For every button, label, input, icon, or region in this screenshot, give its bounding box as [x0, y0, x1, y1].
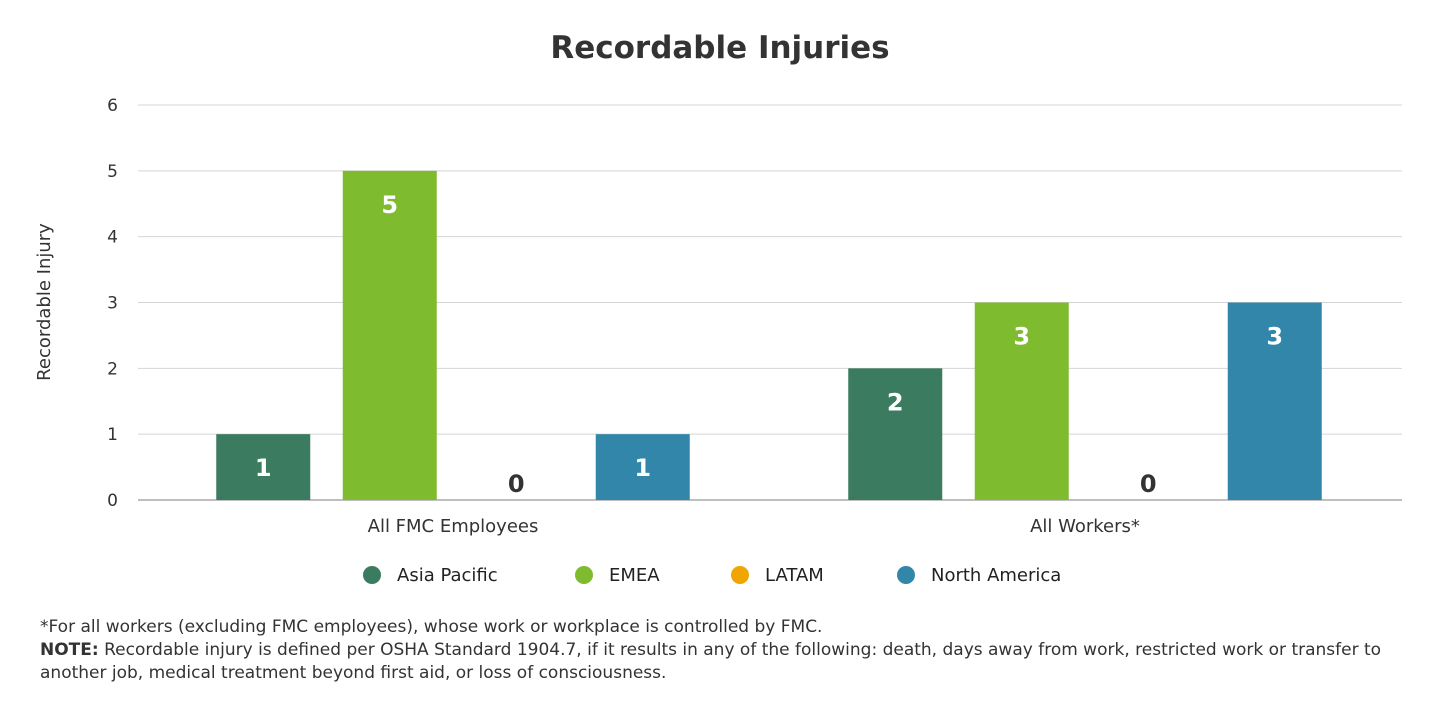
- bar-chart: Recordable Injuries 0 1 2 3 4 5 6 Recordable Inj…: [34, 30, 1402, 586]
- x-category-label: All Workers*: [1030, 516, 1140, 537]
- asterisk-note: *For all workers (excluding FMC employee…: [40, 617, 823, 637]
- legend-label: Asia Pacific: [397, 565, 498, 586]
- legend-label: North America: [931, 565, 1061, 586]
- legend-label: LATAM: [765, 565, 824, 586]
- bar: [974, 302, 1069, 500]
- chart-title: Recordable Injuries: [550, 30, 889, 66]
- bar: [848, 368, 943, 500]
- legend-marker: [731, 566, 749, 584]
- x-category-label: All FMC Employees: [368, 516, 539, 537]
- y-tick-label: 1: [107, 425, 118, 445]
- definition-note: NOTE: Recordable injury is defined per O…: [40, 639, 1410, 685]
- legend-marker: [897, 566, 915, 584]
- y-tick-label: 4: [107, 228, 118, 248]
- bar: [1227, 302, 1322, 500]
- y-tick-label: 5: [107, 162, 118, 182]
- bar: [216, 434, 311, 500]
- data-label: 0: [508, 470, 525, 498]
- y-tick-label: 0: [107, 491, 118, 511]
- data-label: 0: [1140, 470, 1157, 498]
- bar: [342, 170, 437, 501]
- data-label: 2: [887, 388, 904, 416]
- bar: [595, 434, 690, 500]
- note-label: NOTE:: [40, 640, 99, 660]
- legend-marker: [575, 566, 593, 584]
- y-tick-label: 6: [107, 96, 118, 116]
- y-tick-label: 3: [107, 294, 118, 314]
- legend-marker: [363, 566, 381, 584]
- legend-label: EMEA: [609, 565, 660, 586]
- data-label: 5: [381, 191, 398, 219]
- data-label: 3: [1013, 323, 1030, 351]
- note-text: Recordable injury is defined per OSHA St…: [40, 640, 1382, 683]
- y-tick-label: 2: [107, 359, 118, 379]
- data-label: 1: [634, 454, 651, 482]
- footnote: *For all workers (excluding FMC employee…: [40, 616, 1410, 685]
- data-label: 3: [1266, 323, 1283, 351]
- data-label: 1: [255, 454, 272, 482]
- y-axis-label: Recordable Injury: [34, 223, 55, 381]
